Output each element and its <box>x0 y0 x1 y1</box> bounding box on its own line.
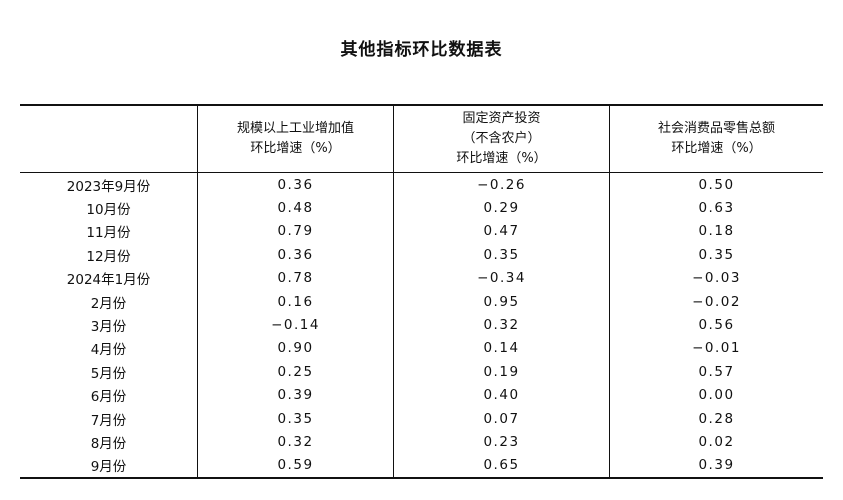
header-industrial-line-2: 环比增速（%） <box>250 141 341 156</box>
table-body: 2023年9月份 0.36 −0.26 0.50 10月份 0.48 0.29 0.63 11月… <box>20 173 823 478</box>
row-retail-cell: 0.18 <box>609 219 823 244</box>
table-row: 2月份 0.16 0.95 −0.02 <box>20 289 823 314</box>
row-period-cell: 2024年1月份 <box>66 272 151 289</box>
row-retail-cell: 0.39 <box>609 453 823 478</box>
row-industrial-cell: 0.48 <box>197 196 393 220</box>
row-industrial-cell: 0.16 <box>197 289 393 314</box>
row-investment-cell: −0.26 <box>393 173 609 197</box>
row-period-cell: 9月份 <box>90 459 127 476</box>
row-period-cell: 8月份 <box>90 435 127 452</box>
row-period-cell: 6月份 <box>90 389 127 406</box>
row-period-cell: 5月份 <box>90 365 127 382</box>
row-retail-cell: −0.01 <box>609 336 823 361</box>
row-investment-cell: 0.23 <box>393 430 609 454</box>
row-investment-cell: 0.65 <box>393 453 609 478</box>
row-industrial-cell: 0.79 <box>197 219 393 244</box>
header-cell-investment: 固定资产投资 （不含农户） 环比增速（%） <box>393 106 609 172</box>
row-industrial-cell: 0.35 <box>197 406 393 431</box>
row-industrial-cell: 0.78 <box>197 266 393 290</box>
row-investment-cell: 0.95 <box>393 289 609 314</box>
table-row: 2023年9月份 0.36 −0.26 0.50 <box>20 173 823 197</box>
table-row: 11月份 0.79 0.47 0.18 <box>20 219 823 244</box>
row-investment-cell: 0.07 <box>393 406 609 431</box>
row-period-cell: 4月份 <box>90 342 127 359</box>
row-investment-cell: 0.19 <box>393 360 609 384</box>
row-retail-cell: −0.02 <box>609 289 823 314</box>
table-row: 10月份 0.48 0.29 0.63 <box>20 196 823 220</box>
table-row: 4月份 0.90 0.14 −0.01 <box>20 336 823 361</box>
row-investment-cell: 0.40 <box>393 383 609 407</box>
row-industrial-cell: −0.14 <box>197 313 393 337</box>
row-industrial-cell: 0.36 <box>197 243 393 267</box>
row-industrial-cell: 0.90 <box>197 336 393 361</box>
header-cell-industrial: 规模以上工业增加值 环比增速（%） <box>197 106 393 172</box>
header-retail-line-1: 社会消费品零售总额 <box>657 121 775 136</box>
row-retail-cell: 0.57 <box>609 360 823 384</box>
header-investment-line-3: 环比增速（%） <box>456 151 547 166</box>
header-cell-period <box>20 106 197 172</box>
table-row: 7月份 0.35 0.07 0.28 <box>20 406 823 431</box>
row-retail-cell: −0.03 <box>609 266 823 290</box>
row-period-cell: 3月份 <box>90 319 127 336</box>
row-retail-cell: 0.02 <box>609 430 823 454</box>
page-title: 其他指标环比数据表 <box>340 40 503 60</box>
row-period-cell: 2023年9月份 <box>66 178 151 195</box>
row-retail-cell: 0.50 <box>609 173 823 197</box>
row-retail-cell: 0.63 <box>609 196 823 220</box>
row-period-cell: 7月份 <box>90 412 127 429</box>
row-retail-cell: 0.56 <box>609 313 823 337</box>
row-investment-cell: 0.29 <box>393 196 609 220</box>
row-period-cell: 11月份 <box>86 225 131 242</box>
row-investment-cell: 0.47 <box>393 219 609 244</box>
table-row: 5月份 0.25 0.19 0.57 <box>20 360 823 384</box>
table-row: 6月份 0.39 0.40 0.00 <box>20 383 823 407</box>
header-investment-line-1: 固定资产投资 <box>462 111 541 126</box>
row-industrial-cell: 0.59 <box>197 453 393 478</box>
row-retail-cell: 0.28 <box>609 406 823 431</box>
header-industrial-line-1: 规模以上工业增加值 <box>236 121 354 136</box>
row-industrial-cell: 0.39 <box>197 383 393 407</box>
row-period-cell: 12月份 <box>86 248 131 265</box>
row-period-cell: 10月份 <box>86 202 131 219</box>
table-row: 3月份 −0.14 0.32 0.56 <box>20 313 823 337</box>
row-investment-cell: 0.35 <box>393 243 609 267</box>
row-industrial-cell: 0.32 <box>197 430 393 454</box>
row-investment-cell: −0.34 <box>393 266 609 290</box>
row-investment-cell: 0.14 <box>393 336 609 361</box>
row-industrial-cell: 0.25 <box>197 360 393 384</box>
table-row: 2024年1月份 0.78 −0.34 −0.03 <box>20 266 823 290</box>
row-industrial-cell: 0.36 <box>197 173 393 197</box>
row-retail-cell: 0.35 <box>609 243 823 267</box>
header-retail-line-2: 环比增速（%） <box>671 141 762 156</box>
row-retail-cell: 0.00 <box>609 383 823 407</box>
row-investment-cell: 0.32 <box>393 313 609 337</box>
header-cell-retail: 社会消费品零售总额 环比增速（%） <box>609 106 823 172</box>
table-row: 9月份 0.59 0.65 0.39 <box>20 453 823 478</box>
row-period-cell: 2月份 <box>90 295 127 312</box>
header-investment-line-2: （不含农户） <box>462 131 541 146</box>
data-table: 规模以上工业增加值 环比增速（%） 固定资产投资 （不含农户） 环比增速（%） … <box>20 104 823 480</box>
table-header: 规模以上工业增加值 环比增速（%） 固定资产投资 （不含农户） 环比增速（%） … <box>20 106 823 173</box>
table-row: 8月份 0.32 0.23 0.02 <box>20 430 823 454</box>
table-row: 12月份 0.36 0.35 0.35 <box>20 243 823 267</box>
